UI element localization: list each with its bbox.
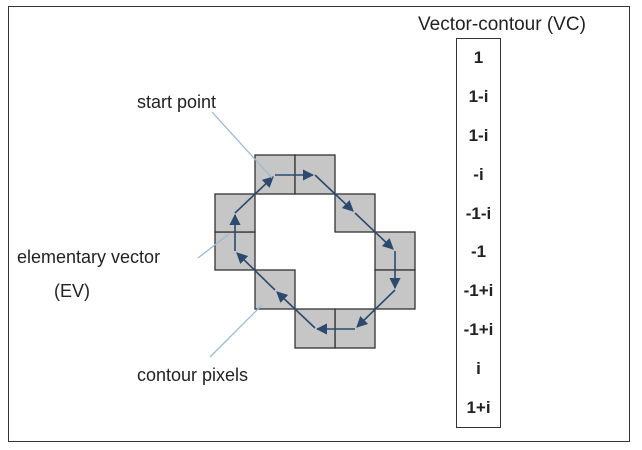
vc-item: 1-i xyxy=(468,87,489,107)
ev-leader xyxy=(197,233,230,259)
ev-arrow xyxy=(236,252,276,291)
ev-arrow xyxy=(354,212,394,250)
figure-frame xyxy=(8,6,630,442)
ev-arrow xyxy=(234,176,274,214)
contour-pixels-leader xyxy=(209,304,263,358)
ev-arrow xyxy=(314,174,354,212)
ev-abbrev-label: (EV) xyxy=(54,281,90,301)
vector-contour-title: Vector-contour (VC) xyxy=(418,14,586,35)
ev-arrow xyxy=(356,289,396,328)
vc-item: i xyxy=(476,358,481,378)
leader-lines xyxy=(197,111,273,358)
ev-arrow xyxy=(276,291,316,329)
vc-item: -1+i xyxy=(463,281,494,301)
start-point-leader xyxy=(211,111,273,179)
vc-item: -1 xyxy=(470,242,487,262)
contour-pixels xyxy=(214,154,416,349)
vc-item: 1 xyxy=(473,48,484,68)
contour-pixels-label: contour pixels xyxy=(137,365,249,385)
elementary-vector-label: elementary vector xyxy=(17,247,161,267)
vc-item: 1+i xyxy=(466,397,491,417)
vc-item: -i xyxy=(473,164,484,184)
vc-item: 1-i xyxy=(468,125,489,145)
elementary-vectors xyxy=(229,169,401,335)
vector-contour-list: 1 1-i 1-i -i -1-i -1 -1+i -1+i i 1+i xyxy=(456,38,501,428)
vc-item: -1+i xyxy=(463,319,494,339)
vc-item: -1-i xyxy=(465,203,492,223)
start-point-label: start point xyxy=(137,92,217,112)
